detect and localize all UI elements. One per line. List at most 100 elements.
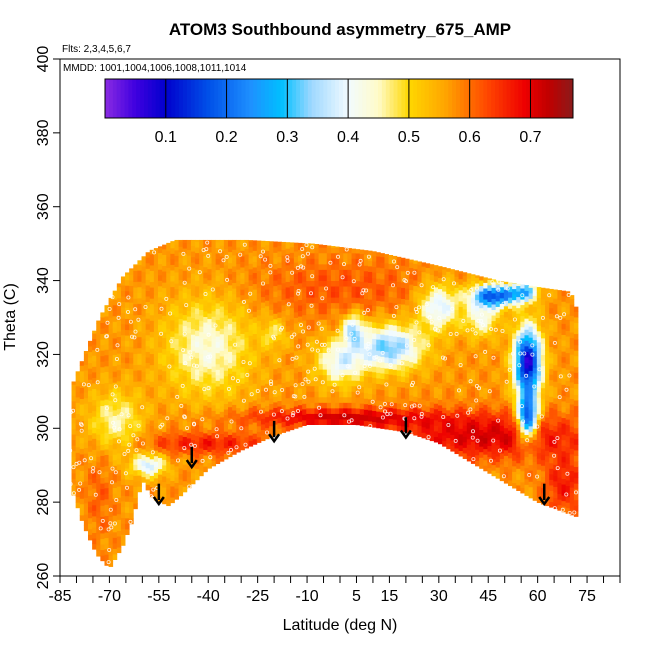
- heatmap-cell: [347, 335, 352, 342]
- heatmap-cell: [232, 254, 237, 261]
- heatmap-cell: [182, 248, 188, 255]
- heatmap-cell: [170, 391, 175, 398]
- heatmap-cell: [532, 395, 538, 402]
- heatmap-cell: [557, 416, 562, 423]
- heatmap-cell: [83, 514, 89, 521]
- heatmap-cell: [446, 360, 451, 367]
- heatmap-cell: [569, 431, 575, 438]
- heatmap-cell: [166, 494, 171, 501]
- heatmap-cell: [310, 341, 315, 348]
- heatmap-cell: [433, 370, 439, 377]
- heatmap-cell: [318, 402, 324, 409]
- heatmap-cell: [256, 436, 262, 443]
- heatmap-cell: [158, 313, 163, 320]
- heatmap-cell: [351, 413, 357, 420]
- heatmap-cell: [162, 426, 167, 433]
- heatmap-cell: [491, 437, 497, 443]
- heatmap-cell: [347, 363, 352, 370]
- heatmap-cell: [166, 433, 171, 440]
- heatmap-cell: [281, 388, 287, 395]
- heatmap-cell: [524, 373, 529, 380]
- heatmap-cell: [512, 421, 517, 428]
- heatmap-cell: [137, 425, 142, 432]
- heatmap-cell: [536, 413, 542, 420]
- heatmap-cell: [207, 390, 212, 397]
- heatmap-cell: [483, 382, 488, 389]
- heatmap-cell: [438, 427, 443, 434]
- heatmap-cell: [503, 455, 509, 462]
- heatmap-cell: [372, 333, 377, 340]
- heatmap-cell: [392, 308, 398, 315]
- heatmap-cell: [545, 450, 550, 457]
- heatmap-cell: [240, 405, 245, 412]
- heatmap-cell: [244, 414, 249, 421]
- heatmap-cell: [133, 420, 138, 427]
- observation-dot: [108, 521, 113, 526]
- observation-dot: [226, 450, 231, 455]
- observation-dot: [169, 339, 174, 344]
- heatmap-cell: [335, 263, 340, 270]
- heatmap-cell: [256, 348, 262, 355]
- heatmap-cell: [442, 302, 447, 309]
- heatmap-cell: [343, 313, 348, 320]
- heatmap-cell: [384, 290, 389, 297]
- heatmap-cell: [425, 395, 431, 401]
- heatmap-cell: [240, 388, 245, 395]
- heatmap-cell: [195, 291, 200, 298]
- heatmap-cell: [302, 248, 307, 255]
- heatmap-cell: [277, 300, 282, 307]
- heatmap-cell: [322, 363, 328, 370]
- heatmap-cell: [120, 279, 126, 286]
- heatmap-cell: [442, 379, 447, 386]
- observation-dot: [412, 416, 417, 421]
- heatmap-cell: [561, 317, 567, 324]
- observation-dot: [210, 287, 215, 292]
- heatmap-cell: [88, 467, 93, 474]
- heatmap-cell: [83, 397, 89, 404]
- heatmap-cell: [442, 363, 447, 370]
- heatmap-cell: [223, 381, 229, 388]
- heatmap-cell: [512, 288, 517, 295]
- observation-dot: [319, 342, 324, 347]
- heatmap-cell: [508, 430, 513, 437]
- heatmap-cell: [458, 306, 464, 313]
- heatmap-cell: [446, 288, 451, 295]
- heatmap-cell: [384, 296, 389, 303]
- heatmap-cell: [322, 413, 328, 420]
- heatmap-cell: [108, 511, 114, 518]
- heatmap-cell: [540, 354, 546, 361]
- heatmap-cell: [318, 308, 324, 315]
- heatmap-cell: [240, 316, 245, 323]
- heatmap-cell: [125, 396, 130, 403]
- heatmap-cell: [83, 425, 89, 432]
- heatmap-cell: [153, 328, 159, 335]
- heatmap-cell: [392, 386, 398, 392]
- heatmap-cell: [252, 311, 258, 318]
- heatmap-cell: [512, 344, 517, 351]
- heatmap-cell: [310, 247, 315, 254]
- heatmap-cell: [417, 386, 422, 393]
- observation-dot: [310, 347, 315, 352]
- heatmap-cell: [454, 353, 459, 360]
- heatmap-cell: [240, 239, 245, 246]
- heatmap-cell: [116, 358, 122, 365]
- heatmap-cell: [137, 314, 142, 321]
- heatmap-cell: [462, 447, 468, 454]
- heatmap-cell: [149, 320, 155, 327]
- observation-dot: [192, 443, 197, 448]
- heatmap-cell: [248, 412, 254, 419]
- heatmap-cell: [355, 380, 361, 387]
- heatmap-cell: [178, 368, 184, 375]
- heatmap-cell: [88, 512, 93, 519]
- heatmap-cell: [285, 281, 291, 288]
- heatmap-cell: [314, 252, 319, 259]
- observation-dot: [524, 373, 529, 378]
- heatmap-cell: [376, 328, 381, 335]
- heatmap-cell: [256, 243, 262, 250]
- heatmap-cell: [392, 347, 398, 354]
- heatmap-cell: [96, 384, 101, 391]
- heatmap-cell: [265, 377, 270, 384]
- heatmap-cell: [322, 352, 328, 359]
- heatmap-cell: [137, 392, 142, 399]
- heatmap-cell: [112, 487, 118, 494]
